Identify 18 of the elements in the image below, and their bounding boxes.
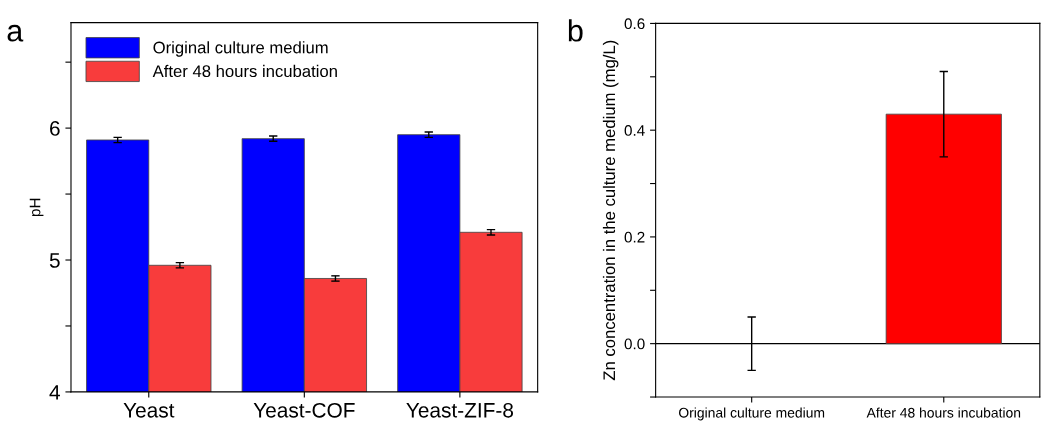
y-tick-label: 5 (49, 253, 60, 268)
y-tick-label: 0.4 (624, 125, 645, 136)
y-tick-label: 0.6 (624, 18, 645, 30)
x-tick-label: Yeast-ZIF-8 (406, 402, 514, 418)
legend-label: After 48 hours incubation (152, 64, 337, 78)
x-tick-label: Original culture medium (679, 407, 825, 421)
x-tick-label: After 48 hours incubation (866, 407, 1021, 418)
x-tick-label: Yeast-COF (253, 402, 355, 418)
y-axis-title: Zn concentration in the culture medium (mg/L) (602, 40, 619, 381)
y-tick-label: 6 (50, 121, 60, 136)
chart-title: b (568, 19, 583, 42)
x-tick-label: Yeast (123, 403, 175, 418)
chart-title: a (7, 24, 24, 42)
y-axis-title: pH (29, 198, 44, 217)
y-tick-label: 0.2 (624, 231, 645, 243)
legend-label: Original culture medium (153, 41, 328, 57)
y-tick-label: 4 (49, 385, 60, 400)
y-tick-label: 0.0 (624, 338, 645, 350)
